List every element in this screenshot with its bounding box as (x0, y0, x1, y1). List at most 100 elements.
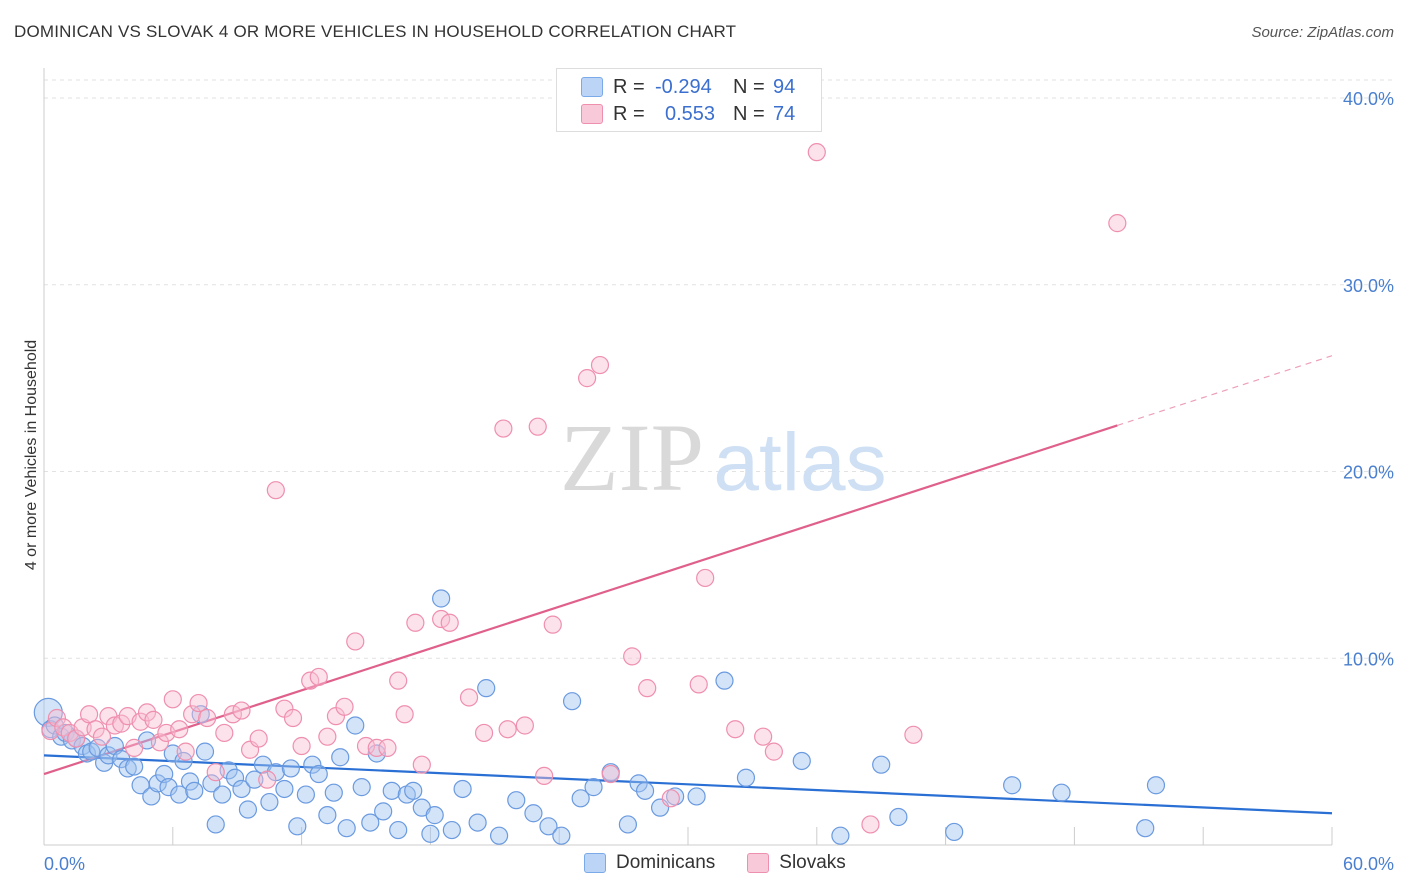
point-dominicans (404, 781, 423, 800)
y-tick-label: 10.0% (1343, 649, 1394, 669)
point-dominicans (303, 755, 322, 774)
point-slovaks (232, 701, 251, 720)
point-slovaks (406, 613, 425, 632)
trend-line-dominicans (43, 754, 1333, 815)
point-slovaks (367, 738, 386, 757)
point-slovaks (623, 647, 642, 666)
point-dominicans (442, 820, 461, 840)
point-slovaks (494, 419, 513, 438)
point-slovaks (258, 770, 277, 789)
point-dominicans (1136, 819, 1155, 838)
point-dominicans (275, 779, 294, 799)
point-dominicans (421, 824, 440, 843)
point-dominicans (148, 774, 167, 793)
x-tick-labels: 0.0% 60.0% (44, 854, 1394, 874)
point-slovaks (318, 727, 337, 746)
point-dominicans (324, 783, 343, 802)
point-slovaks (904, 725, 923, 744)
point-slovaks (689, 675, 708, 694)
point-slovaks (170, 720, 189, 739)
chart-title: DOMINICAN VS SLOVAK 4 OR MORE VEHICLES I… (14, 22, 737, 41)
point-dominicans (367, 744, 386, 763)
point-slovaks (498, 720, 517, 739)
point-slovaks (198, 708, 217, 728)
point-slovaks (578, 369, 597, 388)
legend-n-label: N = (733, 75, 765, 98)
point-dominicans (571, 789, 590, 808)
trend-lines (43, 355, 1333, 815)
point-slovaks (535, 766, 554, 786)
point-slovaks (183, 705, 202, 724)
legend-r-label: R = (613, 102, 645, 125)
point-dominicans (382, 781, 401, 800)
point-dominicans (584, 778, 603, 797)
point-dominicans (159, 778, 178, 797)
point-slovaks (474, 723, 494, 743)
point-dominicans (170, 785, 189, 804)
point-slovaks (861, 815, 880, 834)
trend-line-extension-slovaks (1117, 355, 1333, 427)
y-tick-label: 40.0% (1343, 89, 1394, 109)
point-slovaks (590, 355, 610, 375)
point-slovaks (726, 720, 745, 739)
point-dominicans (872, 755, 891, 774)
point-slovaks (378, 738, 397, 757)
point-slovaks (807, 143, 826, 162)
point-slovaks (176, 742, 195, 761)
point-slovaks (528, 417, 547, 436)
point-dominicans (389, 820, 408, 840)
point-dominicans (206, 815, 225, 834)
point-dominicans (337, 819, 356, 838)
point-slovaks (389, 671, 408, 690)
y-tick-label: 20.0% (1343, 463, 1394, 483)
legend-row-dominicans: R = -0.294 N = 94 (581, 75, 795, 99)
point-dominicans (361, 813, 380, 832)
point-dominicans (736, 768, 756, 787)
point-dominicans (202, 774, 221, 793)
legend-r-label: R = (613, 75, 645, 98)
point-dominicans (562, 692, 582, 711)
legend-swatch-dominicans (581, 77, 603, 97)
point-slovaks (189, 693, 208, 713)
point-dominicans (213, 785, 232, 804)
legend-item-dominicans: Dominicans (584, 852, 715, 874)
trend-line-slovaks (43, 424, 1118, 776)
chart-source: Source: ZipAtlas.com (1251, 24, 1394, 41)
point-dominicans (477, 679, 496, 698)
legend-n-label: N = (733, 102, 765, 125)
point-slovaks (215, 723, 234, 743)
point-dominicans (352, 778, 371, 797)
y-tick-label: 30.0% (1343, 276, 1394, 296)
point-dominicans (792, 751, 811, 771)
point-slovaks (125, 738, 144, 757)
point-dominicans (425, 806, 444, 825)
point-slovaks (92, 727, 112, 746)
point-slovaks (638, 679, 657, 698)
x-tick-label-min: 0.0% (44, 854, 85, 874)
point-dominicans (945, 822, 964, 842)
watermark-atlas: atlas (713, 417, 886, 508)
point-dominicans (225, 768, 245, 787)
point-slovaks (79, 705, 99, 724)
point-slovaks (543, 615, 562, 634)
legend-row-slovaks: R = 0.553 N = 74 (581, 102, 795, 126)
point-dominicans (125, 757, 144, 776)
point-slovaks (395, 705, 414, 724)
point-dominicans (524, 804, 543, 823)
point-dominicans (374, 802, 393, 821)
point-slovaks (515, 716, 534, 735)
point-dominicans (1146, 776, 1166, 795)
legend-item-slovaks: Slovaks (747, 852, 846, 874)
point-dominicans (185, 781, 204, 800)
point-dominicans (831, 826, 850, 845)
point-slovaks (601, 764, 620, 784)
point-dominicans (618, 815, 637, 834)
point-slovaks (266, 481, 285, 500)
legend-swatch-dominicans (584, 853, 606, 873)
point-dominicans (468, 813, 487, 832)
point-slovaks (112, 714, 131, 733)
point-dominicans (1003, 776, 1022, 795)
point-dominicans (195, 742, 215, 761)
series-legend: Dominicans Slovaks (584, 852, 878, 874)
